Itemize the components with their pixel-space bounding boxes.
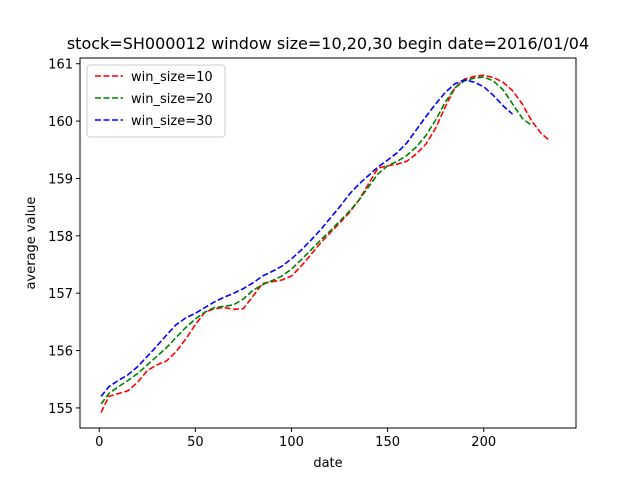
series-layer xyxy=(100,74,550,413)
y-tick-label: 160 xyxy=(48,115,73,130)
x-tick-label: 200 xyxy=(471,435,496,450)
x-tick-label: 50 xyxy=(187,435,204,450)
y-tick-label: 156 xyxy=(48,345,73,360)
x-tick-label: 0 xyxy=(95,435,103,450)
y-axis-ticks: 155 156 157 158 159 160 161 xyxy=(48,58,80,417)
chart-title: stock=SH000012 window size=10,20,30 begi… xyxy=(67,34,589,53)
y-tick-label: 161 xyxy=(48,58,73,73)
legend-entry-2: win_size=20 xyxy=(131,92,213,107)
x-axis-label: date xyxy=(313,456,342,471)
series-line-2 xyxy=(100,76,533,405)
y-axis-label: average value xyxy=(24,197,39,290)
series-line-1 xyxy=(100,74,550,413)
legend-entry-3: win_size=30 xyxy=(131,114,213,129)
plot-area xyxy=(79,57,577,429)
y-tick-label: 159 xyxy=(48,172,73,187)
legend-box xyxy=(86,64,226,138)
x-tick-label: 150 xyxy=(375,435,400,450)
x-tick-label: 100 xyxy=(279,435,304,450)
legend: win_size=10 win_size=20 win_size=30 xyxy=(86,64,226,138)
axes-frame xyxy=(79,57,577,429)
y-tick-label: 155 xyxy=(48,402,73,417)
y-tick-label: 158 xyxy=(48,230,73,245)
legend-entry-1: win_size=10 xyxy=(131,70,213,85)
series-line-3 xyxy=(100,79,514,397)
x-axis-ticks: 0 50 100 150 200 xyxy=(95,428,496,450)
y-tick-label: 157 xyxy=(48,287,73,302)
